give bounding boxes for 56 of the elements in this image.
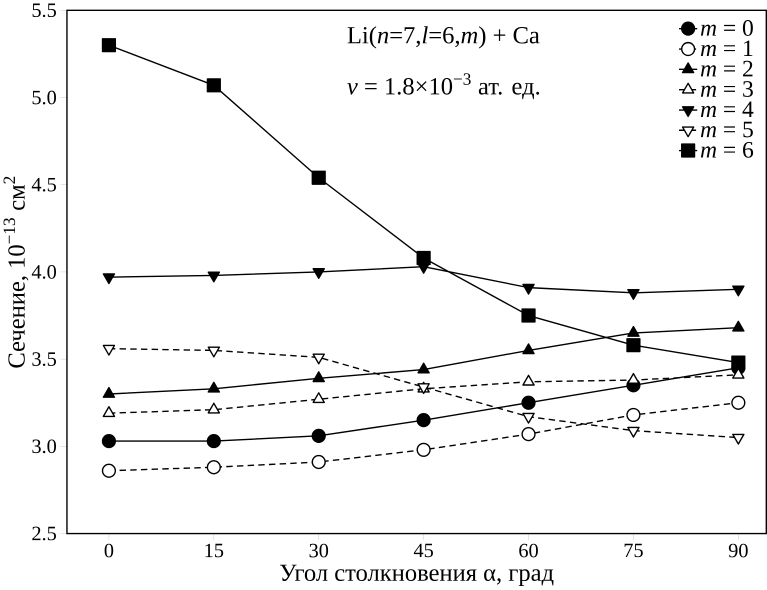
point bbox=[312, 170, 326, 186]
point bbox=[627, 426, 640, 438]
point bbox=[626, 338, 641, 352]
x-tick-label: 90 bbox=[728, 544, 748, 558]
y-tick-label: 4.5 bbox=[32, 178, 56, 192]
y-tick-label: 5.5 bbox=[32, 4, 56, 18]
legend-label: m = 6 bbox=[700, 142, 754, 158]
y-tick-label: 3.5 bbox=[32, 352, 56, 366]
point bbox=[312, 455, 326, 470]
point bbox=[522, 412, 535, 424]
point bbox=[208, 346, 220, 358]
point bbox=[312, 268, 325, 280]
point bbox=[731, 396, 746, 410]
legend-label: m = 3 bbox=[700, 81, 753, 98]
legend-label: m = 4 bbox=[700, 102, 754, 118]
point bbox=[312, 354, 325, 365]
x-tick-label: 30 bbox=[310, 544, 328, 558]
point bbox=[102, 273, 116, 284]
point bbox=[102, 38, 116, 53]
point bbox=[626, 408, 641, 422]
point bbox=[102, 434, 116, 448]
legend-label: m = 0 bbox=[700, 20, 753, 36]
point bbox=[732, 286, 745, 297]
x-tick-label: 60 bbox=[519, 544, 538, 558]
point bbox=[731, 356, 746, 370]
legend-label: m = 2 bbox=[700, 60, 752, 77]
point bbox=[102, 344, 116, 356]
y-tick-label: 5.0 bbox=[32, 90, 56, 105]
y-tick-label: 4.0 bbox=[32, 265, 56, 280]
point bbox=[416, 251, 431, 266]
point bbox=[208, 272, 220, 283]
point bbox=[416, 413, 431, 428]
point bbox=[312, 428, 326, 444]
point bbox=[206, 78, 221, 93]
point bbox=[522, 284, 535, 295]
point bbox=[206, 434, 221, 448]
point bbox=[206, 460, 221, 475]
y-tick-label: 2.5 bbox=[32, 526, 56, 541]
x-tick-label: 75 bbox=[624, 544, 643, 558]
point bbox=[521, 308, 536, 323]
point bbox=[521, 427, 536, 442]
legend-label: m = 1 bbox=[700, 40, 752, 56]
x-tick-label: 0 bbox=[104, 544, 114, 558]
x-tick-label: 15 bbox=[205, 544, 224, 558]
y-axis-title: Сечение, 10$^{−13}$ см$^{2}$ bbox=[4, 176, 28, 368]
point bbox=[102, 464, 116, 478]
x-tick-label: 45 bbox=[414, 544, 433, 558]
legend-label: m = 5 bbox=[700, 122, 753, 138]
point bbox=[732, 434, 745, 445]
y-tick-label: 3.0 bbox=[32, 440, 56, 454]
point bbox=[627, 289, 640, 300]
x-axis-title: Угол столкновения α, град bbox=[280, 564, 554, 586]
point bbox=[521, 396, 536, 410]
point bbox=[416, 442, 431, 458]
annotation: Li(n=7,l=6,m) + Ca bbox=[348, 26, 540, 49]
annotation: v = 1.8×10$^{−3}$ ат. ед. bbox=[347, 74, 540, 100]
